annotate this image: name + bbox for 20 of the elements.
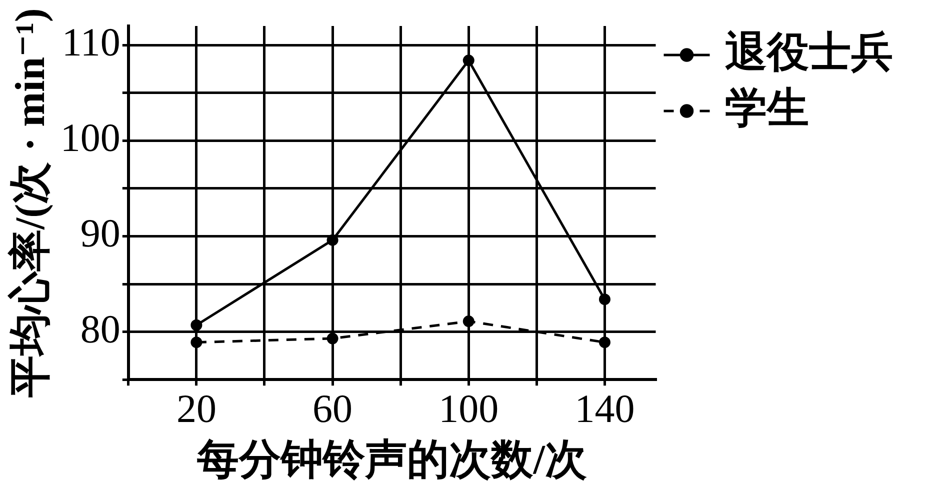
x-tick-label: 100: [438, 386, 499, 432]
y-tick-label: 100: [60, 115, 120, 160]
x-axis-title: 每分钟铃声的次数/次: [196, 438, 587, 484]
point: [598, 336, 610, 348]
legend-label: 退役士兵: [724, 30, 893, 76]
point: [326, 234, 338, 246]
point: [598, 294, 610, 306]
point: [190, 336, 202, 348]
y-tick-label: 90: [80, 210, 120, 256]
legend-label: 学生: [724, 86, 809, 132]
x-tick-label: 60: [312, 386, 353, 432]
x-tick-label: 20: [176, 386, 216, 432]
point: [190, 319, 202, 331]
x-tick-label: 140: [574, 386, 635, 432]
y-tick-label: 110: [62, 20, 120, 65]
point: [462, 316, 474, 328]
y-axis-title: 平均心率/(次 · min⁻¹): [7, 8, 54, 399]
y-tick-label: 80: [80, 306, 120, 352]
point: [326, 332, 338, 344]
point: [462, 54, 474, 66]
